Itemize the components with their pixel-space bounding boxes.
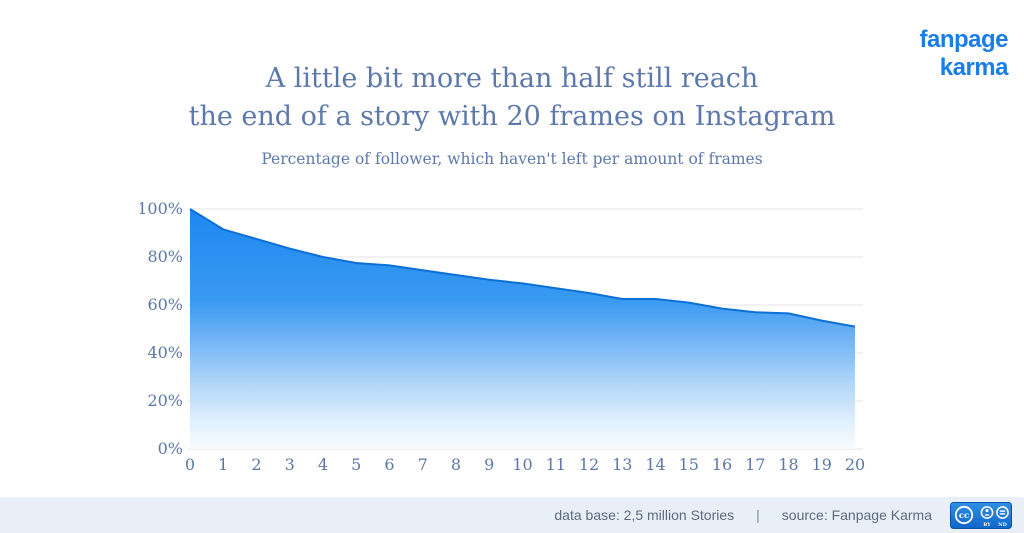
y-tick-label: 80% (147, 247, 183, 266)
chart-title-line1: A little bit more than half still reach (265, 63, 759, 94)
footer-text: data base: 2,5 million Stories | source:… (554, 507, 932, 523)
data-base-label: data base: 2,5 million Stories (554, 507, 735, 523)
x-tick-label: 5 (351, 455, 361, 474)
x-tick-label: 14 (645, 455, 665, 474)
y-tick-label: 40% (147, 343, 183, 362)
fanpage-karma-logo: fanpage karma (919, 26, 1008, 81)
x-tick-label: 10 (512, 455, 532, 474)
nd-label: ND (998, 522, 1007, 528)
y-tick-label: 60% (147, 295, 183, 314)
x-tick-label: 0 (185, 455, 195, 474)
x-tick-label: 19 (812, 455, 832, 474)
x-tick-label: 7 (418, 455, 428, 474)
x-tick-label: 4 (318, 455, 328, 474)
x-tick-label: 9 (484, 455, 494, 474)
x-tick-label: 11 (546, 455, 566, 474)
area-series-fill (190, 209, 855, 449)
x-tick-label: 1 (218, 455, 228, 474)
cc-by-nd-license-badge[interactable]: cc BY ND (950, 501, 1012, 529)
x-tick-label: 12 (579, 455, 599, 474)
area-series-line (189, 208, 856, 328)
x-tick-label: 8 (451, 455, 461, 474)
cc-icon-label: cc (959, 511, 969, 521)
y-tick-label: 100% (140, 199, 183, 218)
x-tick-label: 20 (845, 455, 865, 474)
x-tick-label: 6 (384, 455, 394, 474)
title-block: A little bit more than half still reach … (0, 60, 1024, 168)
cc-icon (954, 505, 974, 524)
x-tick-label: 13 (612, 455, 632, 474)
chart-title-line2: the end of a story with 20 frames on Ins… (188, 101, 836, 132)
nd-noderivs-icon (996, 505, 1009, 519)
chart-subtitle: Percentage of follower, which haven't le… (261, 150, 763, 168)
license-badge-background (950, 501, 1012, 529)
chart-area-container: 0% 20% 40% 60% 80% 100% 0 1 2 3 4 5 6 7 8 9 10 11 12 13 14 15… (137, 195, 880, 485)
source-label: source: Fanpage Karma (781, 507, 932, 523)
footer-separator: | (756, 507, 760, 523)
by-label: BY (983, 522, 991, 528)
x-tick-label: 16 (712, 455, 732, 474)
x-tick-label: 17 (745, 455, 765, 474)
x-tick-label: 18 (778, 455, 798, 474)
y-tick-label: 20% (147, 391, 183, 410)
area-chart: 0%20%40%60%80%100%0 1 2 3 4 5 6 7 8 9 10 11 12 13 14 15… (137, 199, 865, 474)
y-tick-label: 0% (158, 439, 183, 458)
x-tick-label: 2 (251, 455, 261, 474)
footer-bar: data base: 2,5 million Stories | source:… (0, 497, 1024, 533)
x-tick-label: 3 (285, 455, 295, 474)
x-tick-label: 15 (679, 455, 699, 474)
by-attribution-icon (980, 505, 994, 519)
